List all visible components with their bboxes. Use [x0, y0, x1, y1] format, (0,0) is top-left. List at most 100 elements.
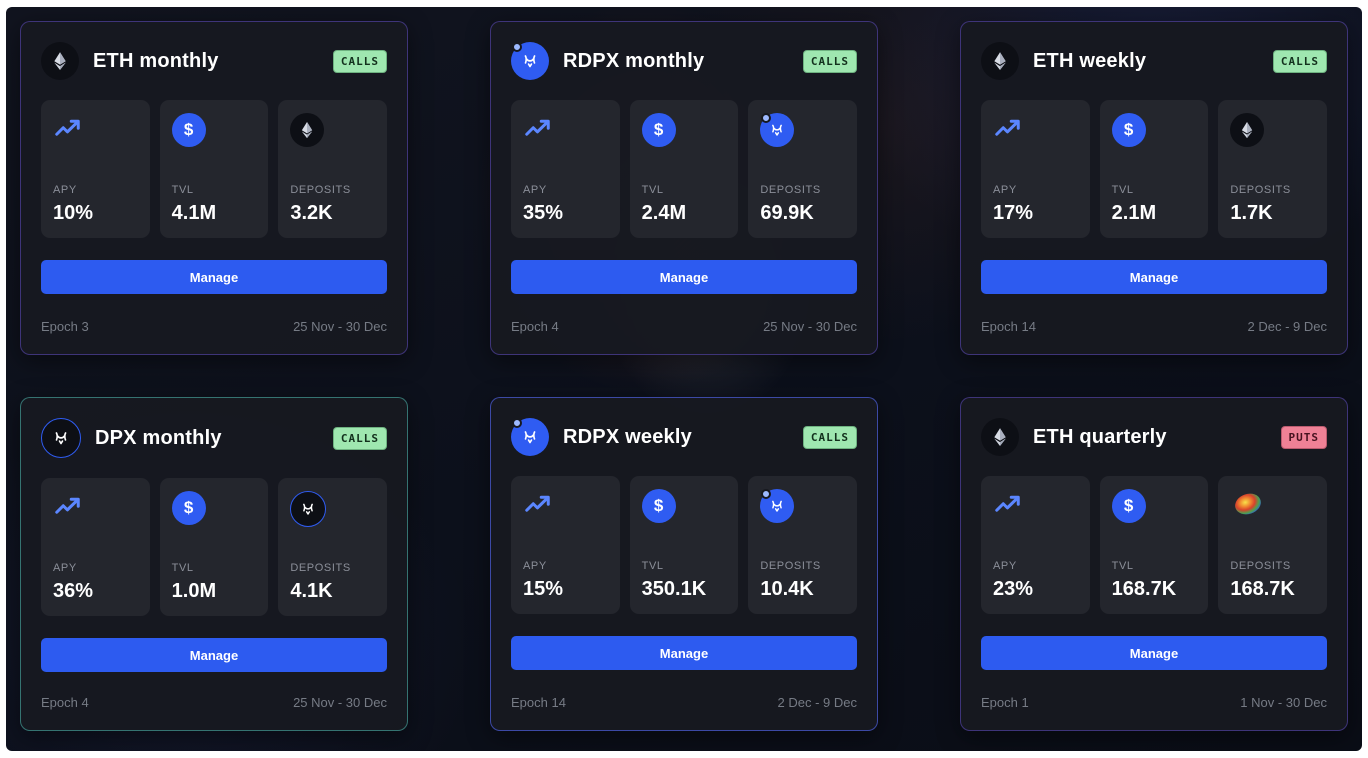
dpx-token-icon	[41, 418, 81, 458]
tvl-stat: $ TVL 1.0M	[159, 478, 269, 616]
vault-title: RDPX monthly	[563, 49, 705, 72]
stat-value: 10%	[53, 202, 94, 224]
card-header: ETH weekly CALLS	[981, 42, 1327, 80]
apy-stat: APY 10%	[41, 100, 150, 238]
stat-value: 168.7K	[1230, 578, 1295, 600]
stat-value: 17%	[993, 202, 1034, 224]
vault-card-eth-monthly: ETH monthly CALLS APY 10% $ TVL 4.1M DEP…	[20, 21, 408, 355]
apy-stat: APY 36%	[41, 478, 150, 616]
apy-stat: APY 23%	[981, 476, 1090, 614]
stat-label: TVL	[641, 560, 664, 572]
stat-value: 35%	[523, 202, 564, 224]
manage-button[interactable]: Manage	[981, 260, 1327, 294]
card-footer: Epoch 14 2 Dec - 9 Dec	[511, 695, 857, 710]
rdpx-token-icon	[760, 489, 795, 523]
date-range: 25 Nov - 30 Dec	[293, 695, 387, 710]
stat-value: 69.9K	[760, 202, 814, 224]
card-header: ETH quarterly PUTS	[981, 418, 1327, 456]
apy-stat: APY 15%	[511, 476, 620, 614]
app-background: ETH monthly CALLS APY 10% $ TVL 4.1M DEP…	[6, 7, 1362, 751]
stat-label: TVL	[1111, 560, 1134, 572]
date-range: 25 Nov - 30 Dec	[293, 319, 387, 334]
stat-label: APY	[523, 560, 547, 572]
epoch-label: Epoch 3	[41, 319, 89, 334]
vault-title: ETH quarterly	[1033, 425, 1167, 448]
eth-token-icon	[981, 42, 1019, 80]
stat-label: TVL	[171, 184, 194, 196]
dollar-icon: $	[641, 489, 676, 523]
calls-badge: CALLS	[332, 49, 387, 73]
manage-button[interactable]: Manage	[981, 636, 1327, 670]
date-range: 2 Dec - 9 Dec	[1247, 319, 1327, 334]
card-header: RDPX monthly CALLS	[511, 42, 857, 80]
stat-label: TVL	[641, 184, 664, 196]
puts-badge: PUTS	[1280, 425, 1327, 449]
stat-label: DEPOSITS	[290, 184, 351, 196]
eth-token-icon	[41, 42, 79, 80]
dollar-icon: $	[641, 113, 676, 147]
stat-value: 350.1K	[641, 578, 707, 600]
stats-row: APY 17% $ TVL 2.1M DEPOSITS 1.7K	[981, 100, 1327, 238]
stat-label: DEPOSITS	[290, 562, 351, 574]
calls-badge: CALLS	[1272, 49, 1327, 73]
card-header: ETH monthly CALLS	[41, 42, 387, 80]
manage-button[interactable]: Manage	[511, 636, 857, 670]
stat-label: DEPOSITS	[760, 184, 821, 196]
card-footer: Epoch 14 2 Dec - 9 Dec	[981, 319, 1327, 334]
apy-trend-icon	[993, 113, 1023, 143]
card-footer: Epoch 4 25 Nov - 30 Dec	[511, 319, 857, 334]
stat-label: DEPOSITS	[1230, 560, 1291, 572]
dollar-icon: $	[171, 113, 206, 147]
vault-card-dpx-monthly: DPX monthly CALLS APY 36% $ TVL 1.0M DEP…	[20, 397, 408, 731]
stat-value: 3.2K	[290, 202, 333, 224]
epoch-label: Epoch 4	[41, 695, 89, 710]
tvl-stat: $ TVL 2.1M	[1099, 100, 1209, 238]
deposits-stat: DEPOSITS 1.7K	[1218, 100, 1327, 238]
stat-label: APY	[53, 562, 77, 574]
eth-token-icon	[1230, 113, 1265, 147]
stat-value: 1.7K	[1230, 202, 1273, 224]
stat-label: DEPOSITS	[1230, 184, 1291, 196]
stat-value: 2.1M	[1111, 202, 1157, 224]
stats-row: APY 35% $ TVL 2.4M DEPOSITS 69.9K	[511, 100, 857, 238]
stats-row: APY 15% $ TVL 350.1K DEPOSITS 10.4K	[511, 476, 857, 614]
manage-button[interactable]: Manage	[41, 638, 387, 672]
epoch-label: Epoch 1	[981, 695, 1029, 710]
apy-stat: APY 35%	[511, 100, 620, 238]
tvl-stat: $ TVL 2.4M	[629, 100, 739, 238]
vault-card-eth-quarterly: ETH quarterly PUTS APY 23% $ TVL 168.7K …	[960, 397, 1348, 731]
deposits-stat: DEPOSITS 3.2K	[278, 100, 387, 238]
manage-button[interactable]: Manage	[41, 260, 387, 294]
vault-card-eth-weekly: ETH weekly CALLS APY 17% $ TVL 2.1M DEPO…	[960, 21, 1348, 355]
stat-value: 23%	[993, 578, 1034, 600]
card-footer: Epoch 4 25 Nov - 30 Dec	[41, 695, 387, 710]
stat-label: APY	[53, 184, 77, 196]
epoch-label: Epoch 14	[511, 695, 566, 710]
vaults-grid: ETH monthly CALLS APY 10% $ TVL 4.1M DEP…	[6, 7, 1362, 745]
stat-value: 36%	[53, 580, 94, 602]
vault-card-rdpx-monthly: RDPX monthly CALLS APY 35% $ TVL 2.4M DE…	[490, 21, 878, 355]
apy-trend-icon	[53, 491, 83, 521]
stats-row: APY 10% $ TVL 4.1M DEPOSITS 3.2K	[41, 100, 387, 238]
tvl-stat: $ TVL 4.1M	[159, 100, 269, 238]
epoch-label: Epoch 4	[511, 319, 559, 334]
eth-token-icon	[981, 418, 1019, 456]
deposits-stat: DEPOSITS 168.7K	[1218, 476, 1327, 614]
deposits-stat: DEPOSITS 69.9K	[748, 100, 857, 238]
stat-value: 1.0M	[171, 580, 217, 602]
apy-trend-icon	[53, 113, 83, 143]
stats-row: APY 23% $ TVL 168.7K DEPOSITS 168.7K	[981, 476, 1327, 614]
epoch-label: Epoch 14	[981, 319, 1036, 334]
dpx-token-icon	[290, 491, 327, 527]
manage-button[interactable]: Manage	[511, 260, 857, 294]
stat-label: APY	[993, 560, 1017, 572]
rdpx-token-icon	[511, 42, 549, 80]
stat-value: 15%	[523, 578, 564, 600]
dollar-icon: $	[1111, 489, 1146, 523]
apy-trend-icon	[993, 489, 1023, 519]
stat-label: DEPOSITS	[760, 560, 821, 572]
rdpx-token-icon	[511, 418, 549, 456]
vault-title: DPX monthly	[95, 426, 222, 449]
dollar-icon: $	[171, 491, 206, 525]
stat-value: 4.1M	[171, 202, 217, 224]
